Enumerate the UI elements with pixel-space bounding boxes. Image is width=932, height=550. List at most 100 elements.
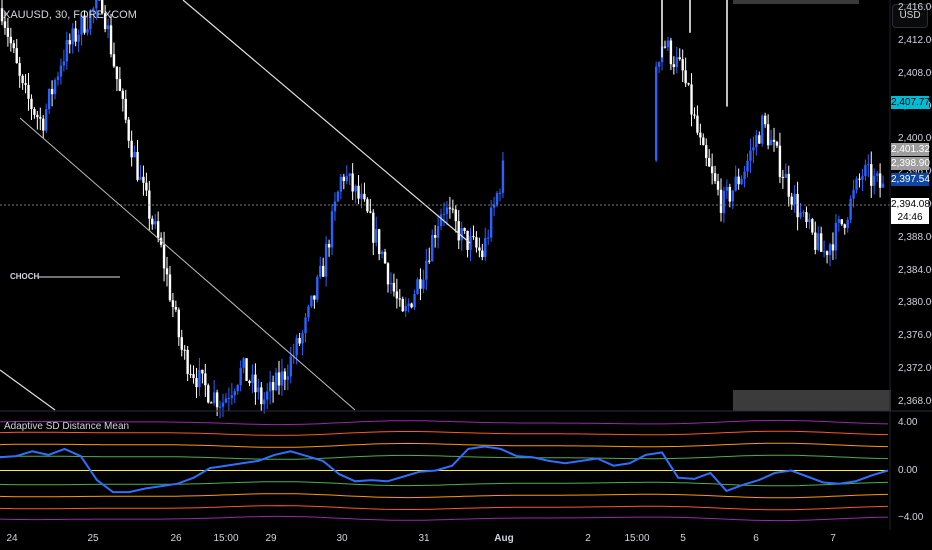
candle-body[interactable]	[289, 356, 292, 377]
candle-body[interactable]	[752, 147, 755, 151]
candle-body[interactable]	[357, 185, 360, 199]
candle-body[interactable]	[266, 391, 269, 400]
candle-body[interactable]	[121, 90, 125, 99]
candle-body[interactable]	[793, 193, 796, 205]
candle-body[interactable]	[725, 186, 729, 191]
candle-body[interactable]	[363, 193, 366, 200]
candle-body[interactable]	[103, 13, 107, 30]
candle-body[interactable]	[369, 211, 372, 213]
candle-body[interactable]	[360, 193, 363, 199]
oscillator-title[interactable]: Adaptive SD Distance Mean	[4, 421, 130, 432]
candle-body[interactable]	[227, 398, 231, 400]
candle-body[interactable]	[431, 235, 434, 262]
candle-body[interactable]	[277, 372, 281, 386]
candle-body[interactable]	[675, 57, 678, 67]
candle-body[interactable]	[787, 173, 790, 197]
candle-body[interactable]	[80, 15, 83, 35]
candle-body[interactable]	[708, 158, 711, 167]
candle-body[interactable]	[127, 119, 130, 141]
candle-body[interactable]	[410, 303, 413, 308]
candle-body[interactable]	[840, 219, 843, 225]
candle-body[interactable]	[268, 382, 272, 392]
candle-body[interactable]	[248, 380, 251, 384]
candle-body[interactable]	[781, 176, 785, 178]
candle-body[interactable]	[177, 309, 180, 338]
candle-body[interactable]	[772, 139, 776, 142]
candle-body[interactable]	[460, 228, 463, 241]
candle-body[interactable]	[454, 209, 457, 222]
candle-body[interactable]	[811, 219, 814, 233]
candle-body[interactable]	[439, 214, 443, 227]
candle-body[interactable]	[230, 395, 234, 399]
candle-body[interactable]	[702, 137, 705, 146]
candle-body[interactable]	[180, 337, 183, 350]
candle-body[interactable]	[71, 28, 74, 45]
candle-body[interactable]	[740, 179, 743, 185]
candle-body[interactable]	[737, 176, 740, 185]
candle-body[interactable]	[722, 190, 726, 213]
candle-body[interactable]	[145, 182, 148, 191]
candle-body[interactable]	[9, 36, 13, 44]
candle-body[interactable]	[392, 282, 396, 292]
candle-body[interactable]	[413, 294, 416, 308]
candle-body[interactable]	[251, 374, 254, 384]
candle-body[interactable]	[260, 387, 263, 405]
candle-body[interactable]	[705, 145, 708, 159]
candle-body[interactable]	[749, 150, 752, 161]
candle-body[interactable]	[849, 198, 852, 220]
candle-body[interactable]	[236, 385, 239, 392]
candle-body[interactable]	[333, 201, 337, 212]
candle-body[interactable]	[436, 226, 440, 238]
candle-body[interactable]	[130, 140, 133, 158]
trendline-lower[interactable]	[0, 369, 56, 411]
candle-body[interactable]	[186, 349, 189, 374]
candle-body[interactable]	[50, 89, 54, 95]
candle-body[interactable]	[799, 212, 802, 218]
candle-body[interactable]	[68, 40, 71, 45]
candle-body[interactable]	[239, 367, 242, 386]
candle-body[interactable]	[846, 219, 849, 228]
candle-body[interactable]	[139, 176, 142, 180]
candle-body[interactable]	[56, 76, 60, 81]
demand-zone[interactable]	[733, 390, 891, 411]
candle-body[interactable]	[15, 48, 18, 64]
candle-body[interactable]	[775, 141, 779, 146]
candle-body[interactable]	[755, 135, 758, 148]
candle-body[interactable]	[861, 176, 864, 180]
candle-body[interactable]	[663, 46, 667, 48]
candle-body[interactable]	[6, 27, 10, 37]
candle-body[interactable]	[684, 70, 687, 84]
candle-body[interactable]	[758, 135, 761, 144]
candle-body[interactable]	[696, 115, 699, 133]
candle-body[interactable]	[713, 173, 717, 182]
candle-body[interactable]	[74, 28, 77, 42]
candle-body[interactable]	[65, 40, 69, 62]
candle-body[interactable]	[855, 178, 858, 190]
candle-body[interactable]	[77, 34, 80, 42]
candle-body[interactable]	[489, 207, 493, 238]
candle-body[interactable]	[699, 132, 702, 138]
candle-body[interactable]	[864, 164, 867, 177]
candle-body[interactable]	[274, 372, 278, 391]
candle-body[interactable]	[151, 218, 154, 225]
candle-body[interactable]	[404, 305, 407, 312]
candle-body[interactable]	[819, 233, 823, 252]
candle-body[interactable]	[457, 221, 460, 241]
candle-body[interactable]	[280, 371, 284, 386]
currency-button[interactable]: USD	[892, 4, 928, 28]
candle-body[interactable]	[242, 358, 245, 368]
candle-body[interactable]	[39, 117, 42, 119]
candle-body[interactable]	[687, 83, 690, 85]
candle-body[interactable]	[204, 373, 207, 386]
candle-body[interactable]	[731, 190, 734, 202]
candle-body[interactable]	[366, 199, 369, 212]
candle-body[interactable]	[746, 160, 749, 172]
candle-body[interactable]	[89, 10, 92, 30]
candle-body[interactable]	[115, 66, 119, 80]
candle-body[interactable]	[728, 186, 732, 202]
candle-body[interactable]	[654, 66, 658, 161]
candle-body[interactable]	[790, 196, 793, 205]
candle-body[interactable]	[109, 25, 113, 55]
candle-body[interactable]	[12, 43, 15, 49]
